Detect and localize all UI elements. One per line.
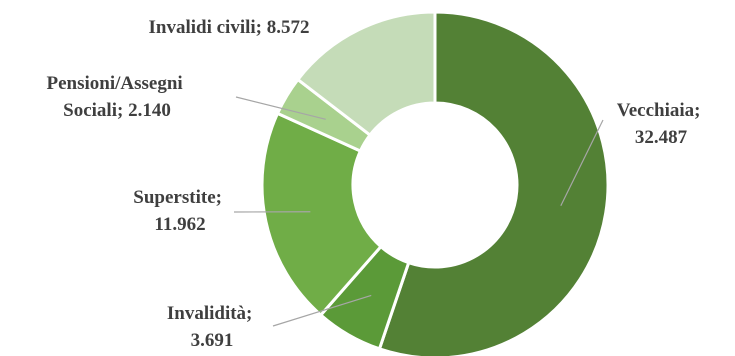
leader-line-pensioni-assegni-sociali xyxy=(235,96,326,120)
label-vecchiaia: Vecchiaia; 32.487 xyxy=(617,100,705,148)
label-vecchiaia-value: 32.487 xyxy=(635,127,688,148)
slice-superstite xyxy=(260,111,383,318)
leader-line-vecchiaia xyxy=(560,119,604,207)
label-pensioni-assegni-sociali: Pensioni/Assegni Sociali; 2.140 xyxy=(47,73,188,121)
label-vecchiaia-name: Vecchiaia; xyxy=(617,100,701,121)
slice-vecchiaia xyxy=(377,10,610,356)
leader-line-invalidit xyxy=(272,294,372,327)
label-invalidita-value: 3.691 xyxy=(191,330,234,351)
label-superstite-value: 11.962 xyxy=(154,214,205,235)
label-pensioni-name: Pensioni/Assegni xyxy=(47,73,183,94)
label-invalidita: Invalidità; 3.691 xyxy=(167,303,257,351)
label-superstite-name: Superstite; xyxy=(133,187,222,208)
donut-slices xyxy=(260,10,610,356)
leader-lines xyxy=(233,96,604,327)
slice-invalidi-civili xyxy=(295,10,437,138)
label-pensioni-value: Sociali; 2.140 xyxy=(63,100,171,121)
label-invalidita-name: Invalidità; xyxy=(167,303,253,324)
label-superstite: Superstite; 11.962 xyxy=(133,187,226,235)
label-invalidi-civili: Invalidi civili; 8.572 xyxy=(149,17,310,38)
label-invalidi-civili-text: Invalidi civili; 8.572 xyxy=(149,17,310,38)
